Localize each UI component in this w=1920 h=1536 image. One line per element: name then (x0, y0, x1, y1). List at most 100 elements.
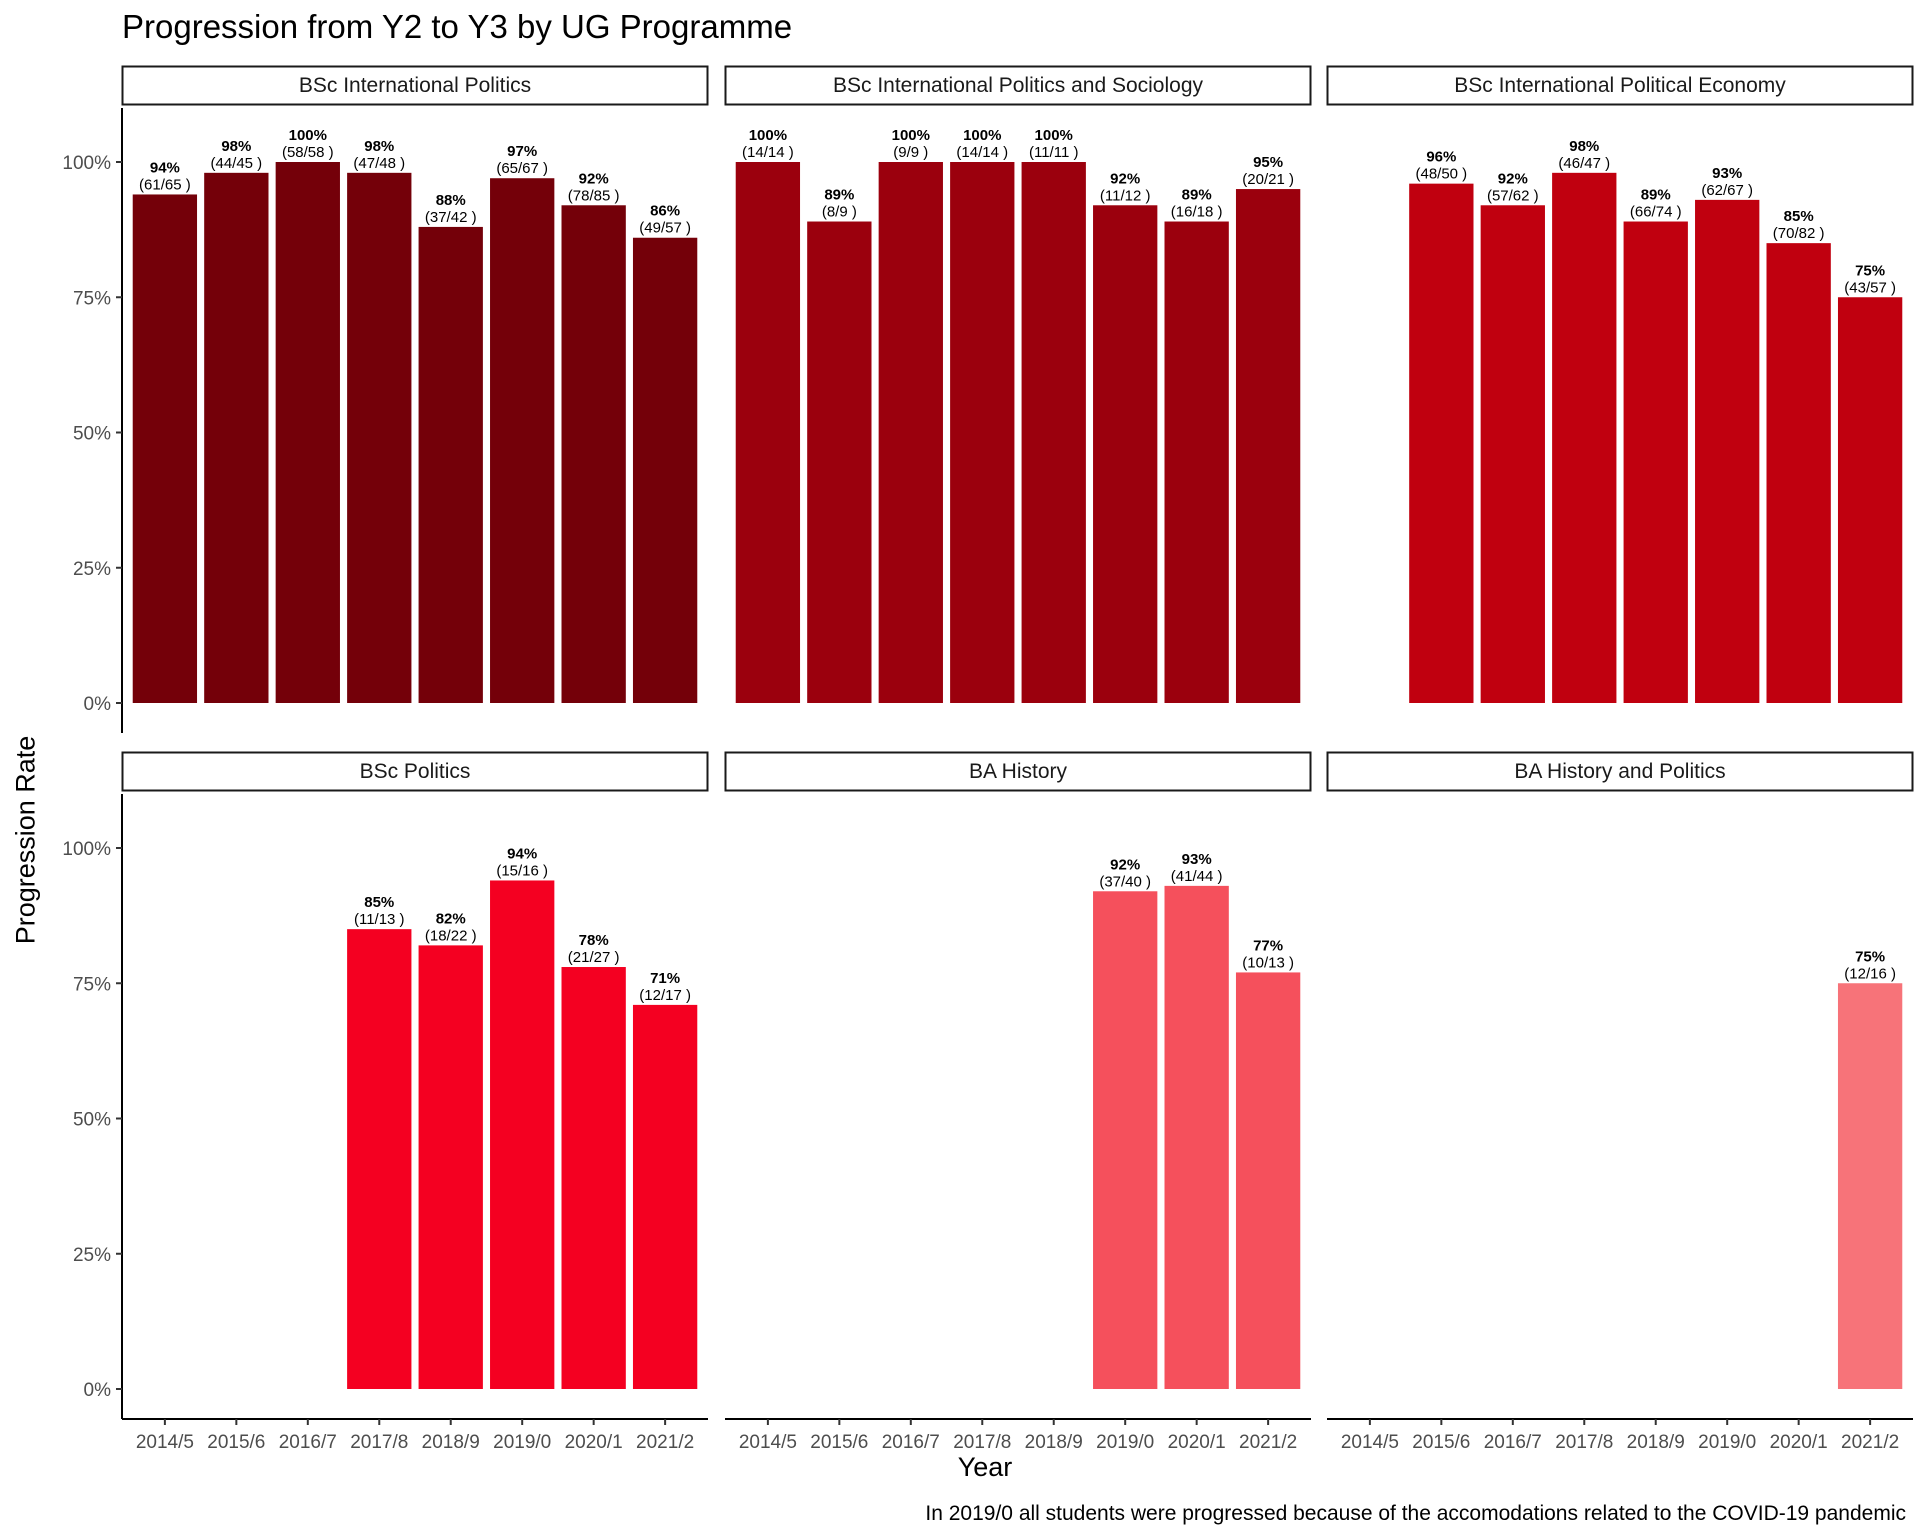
bar-pct-label-ba-history-2020-1: 93% (1182, 851, 1212, 868)
bar-bsc-international-politics-2017-8 (347, 172, 412, 703)
bar-pct-label-bsc-international-political-economy-2021-2: 75% (1855, 262, 1885, 279)
y-tick-label-row-1-4: 100% (62, 153, 111, 174)
x-axis-label: Year (957, 1452, 1013, 1482)
bar-bsc-international-politics-2020-1 (561, 205, 626, 703)
x-tick-label-col-2-2015-6: 2015/6 (810, 1432, 868, 1453)
bar-ba-history-2020-1 (1164, 885, 1229, 1389)
bar-count-label-ba-history-2021-2: (10/13 ) (1242, 954, 1294, 971)
bar-bsc-international-politics-2016-7 (275, 162, 340, 703)
x-tick-label-col-3-2020-1: 2020/1 (1770, 1432, 1828, 1453)
x-tick-label-col-2-2016-7: 2016/7 (882, 1432, 940, 1453)
y-tick-label-row-1-0: 0% (84, 694, 112, 715)
bar-bsc-international-politics-and-sociology-2018-9 (1021, 162, 1086, 703)
bar-bsc-international-politics-and-sociology-2016-7 (878, 162, 943, 703)
facet-strip-ba-history-and-politics (1326, 751, 1914, 792)
y-tick-label-row-2-0: 0% (84, 1380, 112, 1401)
bar-pct-label-bsc-international-politics-2015-6: 98% (221, 138, 251, 155)
x-tick-label-col-1-2017-8: 2017/8 (350, 1432, 408, 1453)
bar-bsc-international-political-economy-2020-1 (1766, 243, 1831, 703)
bar-count-label-bsc-international-political-economy-2021-2: (43/57 ) (1844, 279, 1896, 296)
bar-pct-label-bsc-international-politics-2020-1: 92% (579, 170, 609, 187)
bar-pct-label-bsc-international-political-economy-2015-6: 96% (1426, 149, 1456, 166)
bar-pct-label-bsc-international-politics-and-sociology-2017-8: 100% (963, 127, 1001, 144)
bar-bsc-international-politics-2021-2 (632, 237, 698, 704)
x-tick-label-col-2-2018-9: 2018/9 (1025, 1432, 1083, 1453)
bar-count-label-bsc-politics-2018-9: (18/22 ) (425, 927, 477, 944)
bar-count-label-bsc-international-politics-and-sociology-2021-2: (20/21 ) (1242, 171, 1294, 188)
bar-count-label-bsc-politics-2020-1: (21/27 ) (568, 949, 620, 966)
x-tick-label-col-1-2019-0: 2019/0 (493, 1432, 551, 1453)
bar-bsc-politics-2019-0 (490, 880, 555, 1389)
bar-count-label-bsc-international-politics-2017-8: (47/48 ) (353, 155, 405, 172)
bar-count-label-bsc-international-politics-2020-1: (78/85 ) (568, 187, 620, 204)
bar-count-label-bsc-politics-2019-0: (15/16 ) (496, 862, 548, 879)
bar-bsc-international-political-economy-2015-6 (1409, 183, 1474, 703)
bar-count-label-bsc-international-politics-2019-0: (65/67 ) (496, 160, 548, 177)
bar-ba-history-and-politics-2021-2 (1837, 983, 1903, 1389)
bar-bsc-international-political-economy-2021-2 (1837, 297, 1903, 703)
y-tick-label-row-2-1: 25% (73, 1245, 111, 1266)
bar-count-label-bsc-international-politics-and-sociology-2017-8: (14/14 ) (956, 144, 1008, 161)
bar-bsc-international-political-economy-2018-9 (1623, 221, 1688, 703)
x-tick-label-col-3-2017-8: 2017/8 (1555, 1432, 1613, 1453)
facet-strip-bsc-international-politics (121, 65, 709, 106)
y-tick-label-row-2-2: 50% (73, 1110, 111, 1131)
bar-count-label-bsc-international-politics-and-sociology-2015-6: (8/9 ) (822, 204, 857, 221)
bar-pct-label-bsc-politics-2017-8: 85% (364, 894, 394, 911)
y-tick-label-row-1-1: 25% (73, 559, 111, 580)
x-tick-label-col-3-2016-7: 2016/7 (1484, 1432, 1542, 1453)
bar-bsc-international-politics-2014-5 (132, 194, 198, 703)
bar-count-label-bsc-politics-2017-8: (11/13 ) (354, 911, 405, 928)
y-tick-label-row-2-3: 75% (73, 974, 111, 995)
bar-bsc-international-politics-and-sociology-2020-1 (1164, 221, 1229, 703)
x-tick-label-col-2-2019-0: 2019/0 (1096, 1432, 1154, 1453)
bar-bsc-international-politics-2018-9 (418, 226, 483, 704)
bar-pct-label-bsc-international-political-economy-2020-1: 85% (1784, 208, 1814, 225)
x-tick-label-col-3-2015-6: 2015/6 (1412, 1432, 1470, 1453)
bar-count-label-bsc-international-politics-2021-2: (49/57 ) (639, 220, 691, 237)
bar-bsc-international-politics-2019-0 (490, 178, 555, 704)
bar-pct-label-bsc-international-politics-and-sociology-2020-1: 89% (1182, 187, 1212, 204)
x-tick-label-col-1-2016-7: 2016/7 (279, 1432, 337, 1453)
bar-count-label-bsc-international-politics-2016-7: (58/58 ) (282, 144, 334, 161)
bar-count-label-bsc-international-political-economy-2015-6: (48/50 ) (1415, 166, 1467, 183)
bar-count-label-ba-history-2019-0: (37/40 ) (1099, 873, 1151, 890)
bar-pct-label-ba-history-2019-0: 92% (1110, 856, 1140, 873)
bar-pct-label-bsc-international-politics-and-sociology-2021-2: 95% (1253, 154, 1283, 171)
facet-strip-label-bsc-politics: BSc Politics (360, 760, 471, 783)
x-tick-label-col-1-2014-5: 2014/5 (136, 1432, 194, 1453)
chart-title: Progression from Y2 to Y3 by UG Programm… (122, 8, 793, 45)
facet-strip-label-bsc-international-politics-and-sociology: BSc International Politics and Sociology (833, 74, 1204, 97)
facet-strip-bsc-international-politics-and-sociology (724, 65, 1312, 106)
x-tick-label-col-1-2021-2: 2021/2 (636, 1432, 694, 1453)
y-tick-label-row-1-2: 50% (73, 424, 111, 445)
x-tick-label-col-2-2014-5: 2014/5 (739, 1432, 797, 1453)
bar-pct-label-bsc-international-politics-2021-2: 86% (650, 203, 680, 220)
bar-count-label-bsc-international-politics-2015-6: (44/45 ) (210, 155, 262, 172)
bar-bsc-politics-2017-8 (347, 929, 412, 1389)
bar-pct-label-bsc-politics-2019-0: 94% (507, 845, 537, 862)
x-tick-label-col-2-2020-1: 2020/1 (1168, 1432, 1226, 1453)
facet-strip-bsc-politics (121, 751, 709, 792)
bar-pct-label-bsc-international-politics-and-sociology-2019-0: 92% (1110, 170, 1140, 187)
facet-strip-bsc-international-political-economy (1326, 65, 1914, 106)
y-tick-label-row-2-4: 100% (62, 839, 111, 860)
bar-count-label-bsc-international-politics-2018-9: (37/42 ) (425, 209, 477, 226)
bar-pct-label-bsc-politics-2021-2: 71% (650, 970, 680, 987)
bar-bsc-international-political-economy-2016-7 (1480, 205, 1545, 703)
bar-pct-label-bsc-international-politics-2018-9: 88% (436, 192, 466, 209)
bar-count-label-bsc-international-political-economy-2018-9: (66/74 ) (1630, 204, 1682, 221)
x-tick-label-col-3-2018-9: 2018/9 (1627, 1432, 1685, 1453)
bar-bsc-international-politics-and-sociology-2015-6 (807, 221, 872, 703)
bar-count-label-ba-history-2020-1: (41/44 ) (1171, 868, 1223, 885)
facet-strip-label-ba-history: BA History (969, 760, 1068, 783)
bar-pct-label-bsc-international-politics-2014-5: 94% (150, 159, 180, 176)
bar-pct-label-bsc-international-politics-2016-7: 100% (289, 127, 327, 144)
bar-count-label-bsc-international-politics-and-sociology-2014-5: (14/14 ) (742, 144, 794, 161)
bar-count-label-bsc-politics-2021-2: (12/17 ) (639, 987, 691, 1004)
bar-count-label-bsc-international-politics-2014-5: (61/65 ) (139, 176, 191, 193)
chart-caption: In 2019/0 all students were progressed b… (925, 1502, 1906, 1525)
bar-pct-label-bsc-international-politics-and-sociology-2018-9: 100% (1035, 127, 1073, 144)
x-tick-label-col-3-2014-5: 2014/5 (1341, 1432, 1399, 1453)
